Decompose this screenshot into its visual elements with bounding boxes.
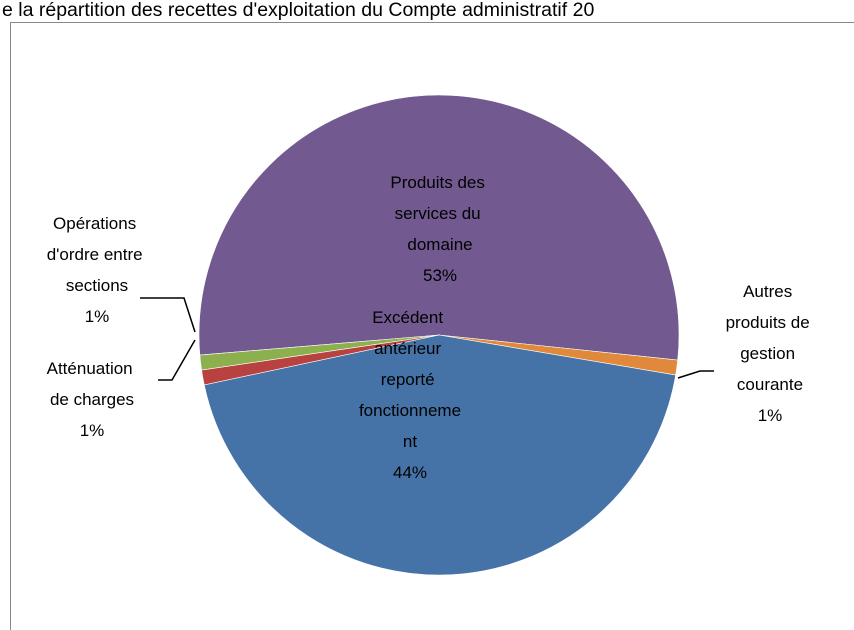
slice-label: Opérations d'ordre entre sections (47, 214, 148, 295)
pie-slice (198, 94, 680, 361)
chart-title: e la répartition des recettes d'exploita… (2, 0, 594, 21)
slice-value-label: 1% (80, 421, 105, 440)
slice-label: Atténuation de charges (47, 359, 138, 409)
leader-line (158, 339, 196, 381)
slice-label: Autres produits de gestion courante (726, 282, 815, 394)
slice-value-label: 1% (85, 307, 110, 326)
pie-slice (199, 334, 440, 371)
slice-label: Excédent antérieur reporté fonctionneme n… (359, 308, 461, 451)
slice-value-label: 53% (423, 266, 457, 285)
chart-frame (10, 22, 854, 630)
leader-line (677, 370, 714, 379)
leader-line (140, 297, 196, 333)
slice-value-label: 1% (758, 406, 783, 425)
pie-slice (203, 334, 676, 576)
slice-value-label: 44% (393, 463, 427, 482)
slice-label: Produits des services du domaine (390, 173, 489, 254)
pie (198, 94, 680, 576)
